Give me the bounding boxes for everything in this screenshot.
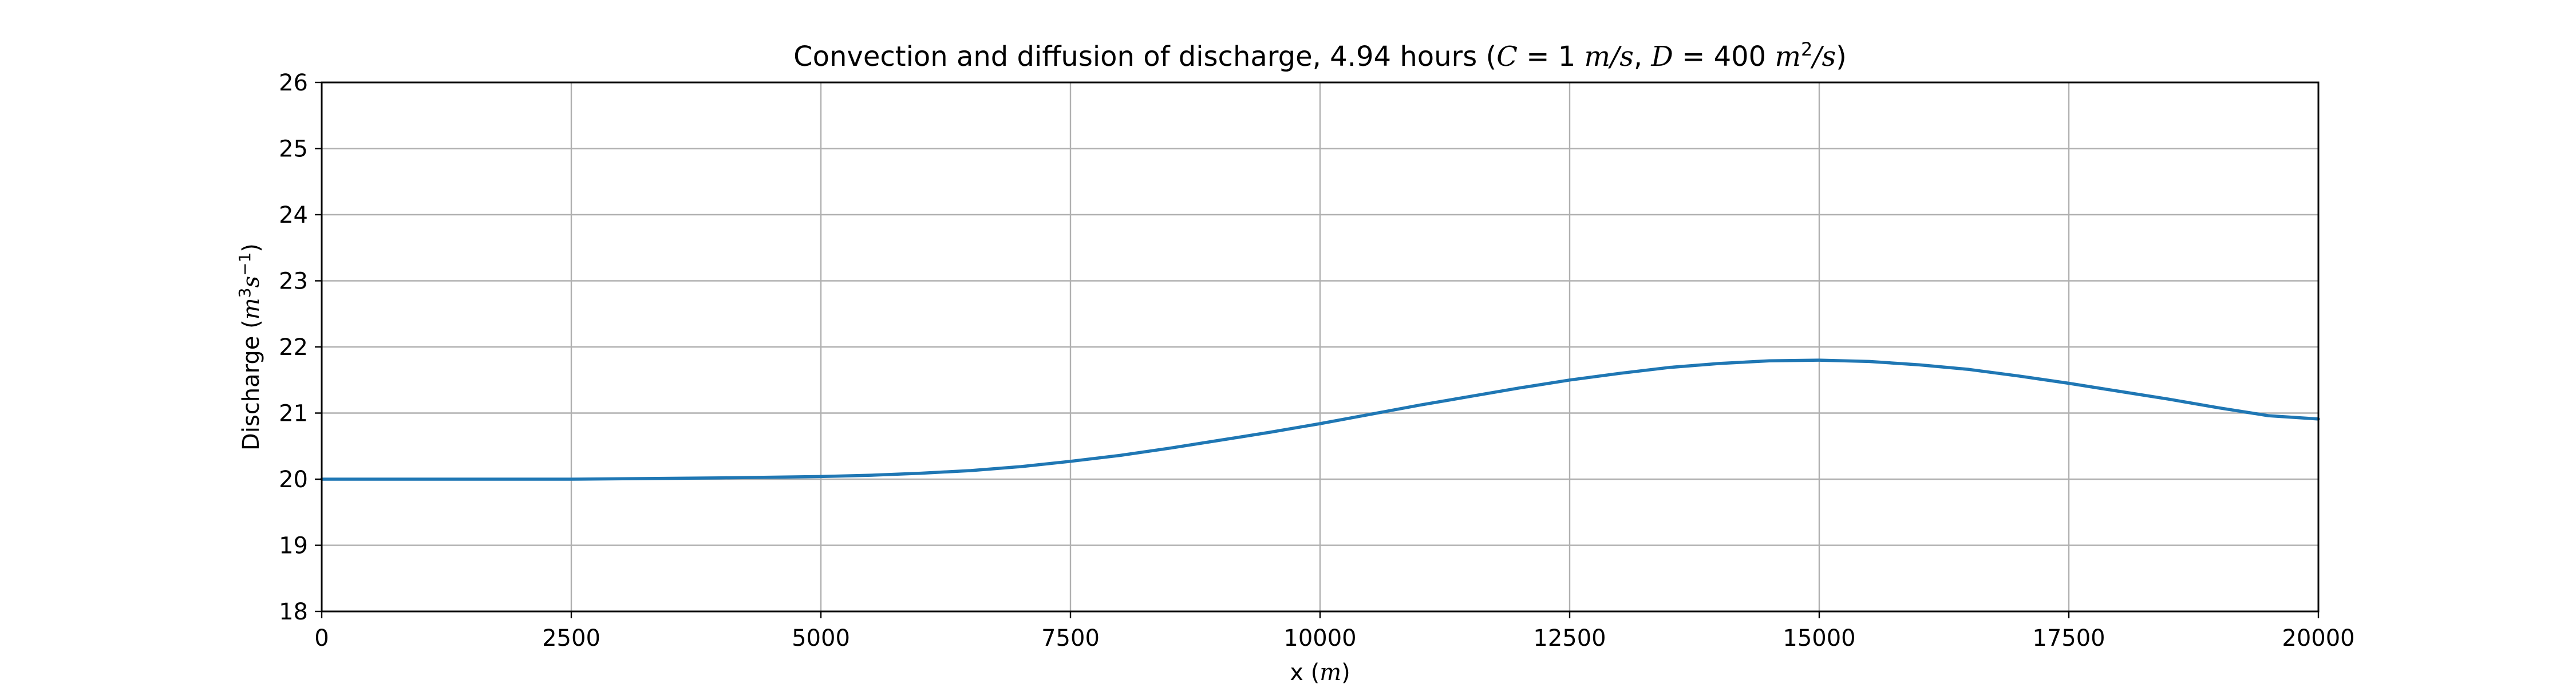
x-axis-title-suffix: ) (1341, 660, 1350, 686)
x-tick-label: 17500 (2032, 625, 2105, 652)
x-tick-label: 15000 (1783, 625, 1855, 652)
y-axis-title-unit-mid: s (238, 276, 264, 288)
chart-title: Convection and diffusion of discharge, 4… (793, 38, 1847, 73)
x-tick-label: 7500 (1041, 625, 1100, 652)
x-tick-label: 0 (314, 625, 329, 652)
title-c-unit: m/s (1585, 41, 1634, 73)
title-d-unit-base: m (1775, 41, 1801, 73)
x-tick-label: 12500 (1533, 625, 1606, 652)
series-line (320, 358, 2320, 481)
x-tick-label: 10000 (1283, 625, 1356, 652)
series-layer (320, 358, 2320, 481)
y-tick-label: 25 (279, 136, 308, 163)
y-axis-title-unit-exp: 3 (235, 287, 254, 298)
x-axis-title: x (m) (1290, 660, 1350, 686)
y-tick-label: 19 (279, 533, 308, 559)
x-tick-label: 20000 (2282, 625, 2354, 652)
title-d-unit-tail: /s (1810, 41, 1836, 73)
title-separator: , (1634, 41, 1652, 73)
x-tick-label: 2500 (542, 625, 600, 652)
title-d-value: = 400 (1673, 41, 1775, 73)
y-tick-label: 22 (279, 334, 308, 361)
title-prefix: Convection and diffusion of discharge, 4… (793, 41, 1496, 73)
title-c-value: = 1 (1518, 41, 1585, 73)
title-suffix: ) (1836, 41, 1847, 73)
title-d-symbol: D (1650, 41, 1673, 73)
x-axis-title-prefix: x ( (1290, 660, 1319, 686)
x-tick-label: 5000 (792, 625, 850, 652)
y-axis-title-unit-exp2: −1 (235, 252, 254, 276)
y-axis-title-unit-base: m (238, 298, 264, 319)
y-tick-label: 23 (279, 269, 308, 295)
title-d-unit-exp: 2 (1801, 38, 1812, 60)
y-tick-label: 26 (279, 70, 308, 96)
y-tick-label: 18 (279, 599, 308, 625)
y-tick-label: 20 (279, 467, 308, 493)
y-tick-label: 24 (279, 202, 308, 228)
y-axis-title-suffix: ) (238, 243, 264, 252)
y-tick-label: 21 (279, 401, 308, 427)
y-axis-title: Discharge (m3s−1) (235, 243, 264, 451)
x-axis-title-unit: m (1319, 660, 1341, 686)
title-c-symbol: C (1496, 41, 1518, 73)
tick-layer: 0 2500 5000 7500 10000 12500 15000 17500 20000 18… (279, 70, 2355, 652)
y-axis-title-prefix: Discharge ( (238, 319, 264, 451)
grid-layer (321, 81, 2320, 613)
